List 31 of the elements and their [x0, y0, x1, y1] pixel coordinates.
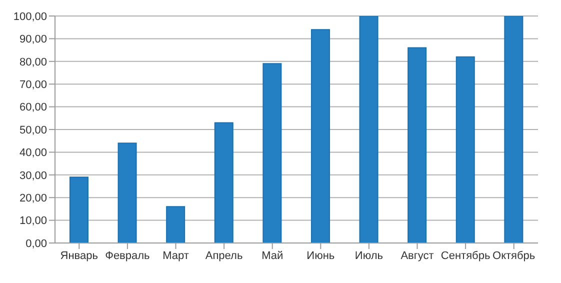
y-tick-label: 50,00 [19, 124, 47, 136]
x-tick-label: Апрель [205, 250, 243, 262]
y-tick-label: 100,00 [13, 10, 47, 23]
y-tick-label: 90,00 [19, 34, 47, 46]
bar [359, 16, 378, 243]
x-tick-label: Октябрь [492, 250, 536, 262]
bar [262, 63, 282, 243]
y-tick-label: 10,00 [19, 215, 47, 228]
x-tick-label: Сентябрь [440, 250, 490, 262]
x-tick-label: Март [162, 250, 189, 262]
bar [310, 29, 330, 243]
x-tick-label: Май [262, 250, 284, 262]
x-tick-label: Январь [60, 250, 98, 262]
bar [214, 122, 234, 243]
y-tick-label: 70,00 [19, 79, 47, 92]
x-tick-label: Август [400, 250, 434, 262]
bar [456, 56, 475, 243]
x-tick-label: Февраль [105, 250, 150, 262]
y-tick-label: 60,00 [19, 102, 47, 114]
y-tick-label: 40,00 [19, 147, 47, 160]
x-tick-label: Июнь [306, 250, 335, 262]
bar [408, 47, 427, 243]
bar [118, 142, 137, 243]
y-tick-label: 0,00 [26, 238, 47, 250]
bar [166, 206, 186, 243]
y-tick-label: 20,00 [19, 192, 47, 205]
bar [69, 176, 88, 243]
bar [504, 16, 524, 243]
y-tick-label: 30,00 [19, 170, 47, 182]
y-tick-label: 80,00 [19, 56, 47, 68]
x-tick-label: Июль [354, 250, 384, 262]
